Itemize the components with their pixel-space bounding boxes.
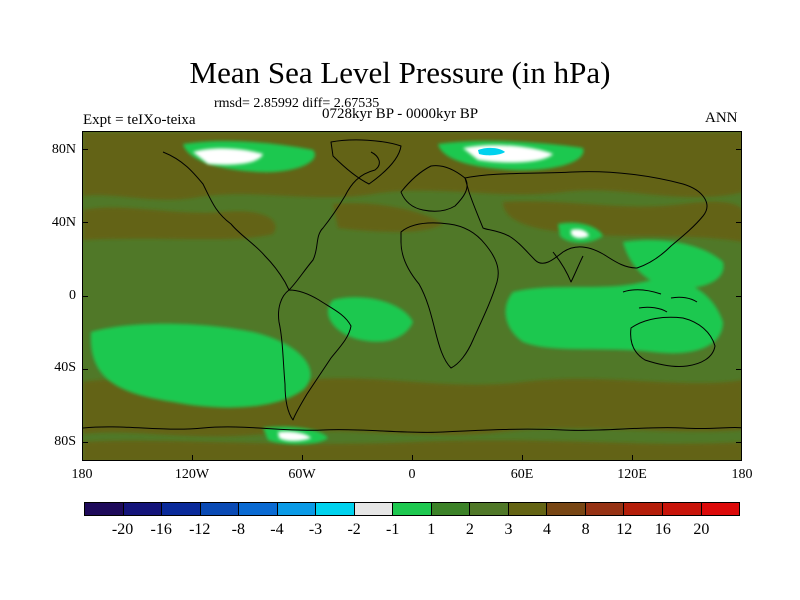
- arctic-high-band: [83, 132, 741, 200]
- lon-tick: [412, 455, 413, 461]
- colorbar-box: [470, 503, 509, 515]
- coast-south-america: [278, 289, 352, 421]
- coast-indonesia: [622, 289, 698, 313]
- experiment-label: Expt = teIXo-teixa: [83, 112, 196, 128]
- lon-label-180w: 180: [71, 467, 93, 482]
- colorbar-label: -8: [231, 521, 245, 538]
- lat-tick: [736, 222, 742, 223]
- lat-tick: [736, 369, 742, 370]
- colorbar-box: [123, 503, 163, 515]
- colorbar-box: [508, 503, 548, 515]
- colorbar-box: [431, 503, 471, 515]
- lat-label-80s: 80S: [54, 434, 76, 449]
- coast-asia: [464, 171, 708, 269]
- north-pacific-band: [83, 207, 276, 240]
- coast-australia: [630, 316, 716, 367]
- indian-ocean-low: [505, 279, 723, 354]
- lon-label-0: 0: [408, 467, 416, 482]
- colorbar-box: [316, 503, 355, 515]
- tibet-white: [571, 229, 589, 239]
- coast-africa: [400, 222, 499, 369]
- antarctic-band: [83, 440, 741, 460]
- colorbar-label: 12: [616, 521, 633, 538]
- coast-greenland: [330, 139, 402, 185]
- lon-label-120w: 120W: [174, 467, 210, 482]
- map-panel: [82, 131, 742, 461]
- colorbar-box: [277, 503, 317, 515]
- colorbar-box: [393, 503, 432, 515]
- colorbar-label: 8: [581, 521, 590, 538]
- lat-tick: [736, 296, 742, 297]
- lon-label-180e: 180: [731, 467, 753, 482]
- coast-north-america: [162, 151, 380, 291]
- colorbar-label: 3: [504, 521, 513, 538]
- lon-label-120e: 120E: [617, 467, 647, 482]
- lon-tick: [522, 455, 523, 461]
- south-atlantic-low: [328, 297, 413, 342]
- coast-antarctica: [83, 426, 741, 433]
- lat-label-80n: 80N: [51, 142, 76, 157]
- siberia-minimum: [478, 147, 505, 156]
- lat-label-0: 0: [69, 288, 76, 303]
- colorbar-label: -3: [308, 521, 323, 538]
- lon-tick: [192, 455, 193, 461]
- lat-tick: [82, 222, 88, 223]
- colorbar-box: [354, 503, 394, 515]
- map-subtitle: 0728kyr BP - 0000kyr BP: [321, 106, 479, 122]
- colorbar-label: 20: [693, 521, 710, 538]
- colorbar-box: [200, 503, 240, 515]
- lat-tick: [82, 296, 88, 297]
- stats-line: rmsd= 2.85992 diff= 2.67535: [214, 96, 380, 111]
- colorbar-label: 2: [465, 521, 474, 538]
- colorbar-label: -20: [111, 521, 134, 538]
- colorbar-box: [701, 503, 740, 515]
- lat-label-40s: 40S: [54, 360, 76, 375]
- lon-tick: [302, 455, 303, 461]
- lat-tick: [82, 369, 88, 370]
- colorbar-label: 16: [654, 521, 671, 538]
- colorbar-label: 1: [427, 521, 436, 538]
- antarctica-white: [278, 431, 311, 441]
- lat-tick: [82, 442, 88, 443]
- south-pacific-low: [90, 323, 311, 408]
- colorbar-box: [547, 503, 586, 515]
- coast-europe: [400, 165, 468, 212]
- colorbar-label: -2: [347, 521, 361, 538]
- lon-tick: [632, 455, 633, 461]
- arctic-canada-white: [193, 148, 263, 165]
- colorbar-box: [624, 503, 663, 515]
- lon-label-60e: 60E: [510, 467, 534, 482]
- lon-label-60w: 60W: [288, 467, 316, 482]
- colorbar: [84, 502, 740, 516]
- colorbar-box: [85, 503, 124, 515]
- colorbar-label: -16: [150, 521, 172, 538]
- lat-label-40n: 40N: [51, 215, 76, 230]
- lat-tick: [736, 442, 742, 443]
- colorbar-box: [662, 503, 702, 515]
- colorbar-label: -12: [189, 521, 211, 538]
- coast-india: [552, 251, 584, 283]
- season-label: ANN: [705, 110, 738, 126]
- lat-tick: [736, 149, 742, 150]
- colorbar-label: -1: [386, 521, 400, 538]
- lat-tick: [82, 149, 88, 150]
- colorbar-box: [239, 503, 278, 515]
- pressure-field: [83, 132, 741, 460]
- colorbar-box: [585, 503, 625, 515]
- colorbar-label: -4: [270, 521, 284, 538]
- colorbar-box: [162, 503, 201, 515]
- west-pacific-low: [623, 240, 724, 289]
- colorbar-label: 4: [543, 521, 552, 538]
- map-title: Mean Sea Level Pressure (in hPa): [189, 55, 611, 90]
